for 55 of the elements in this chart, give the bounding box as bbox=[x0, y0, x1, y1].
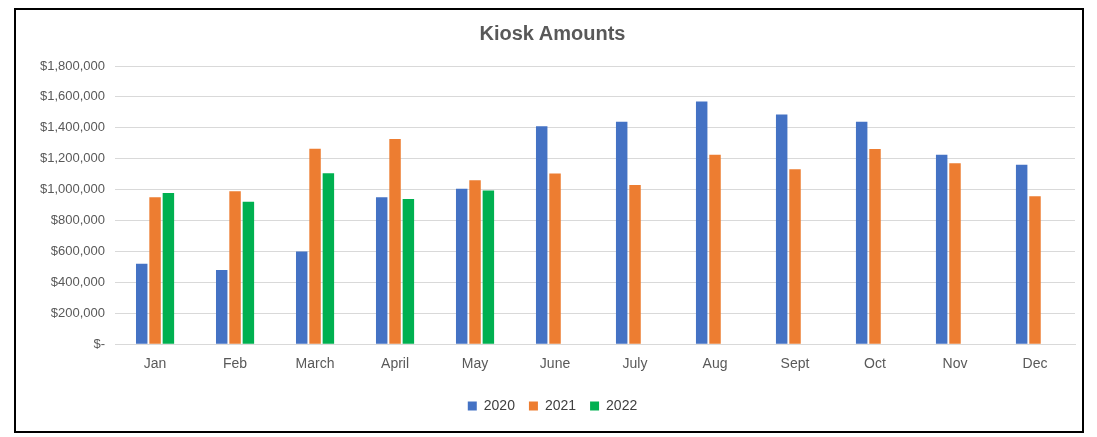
y-tick-label: $800,000 bbox=[50, 212, 106, 228]
bar bbox=[1015, 164, 1028, 344]
x-tick-label: May bbox=[461, 355, 489, 372]
bar bbox=[149, 197, 161, 344]
y-tick-label: $600,000 bbox=[50, 243, 106, 259]
bar bbox=[949, 163, 961, 344]
bar bbox=[869, 149, 881, 344]
bar bbox=[242, 201, 255, 344]
x-tick-label: Aug bbox=[702, 355, 728, 372]
bar bbox=[695, 101, 708, 344]
bar bbox=[935, 154, 948, 344]
x-tick-label: Oct bbox=[864, 355, 887, 372]
bar bbox=[469, 180, 481, 344]
chart-title: Kiosk Amounts bbox=[479, 21, 626, 44]
bar bbox=[615, 121, 628, 344]
bar bbox=[162, 193, 175, 344]
bar bbox=[1029, 196, 1041, 344]
x-tick-label: March bbox=[295, 355, 335, 372]
bar bbox=[309, 148, 321, 344]
y-tick-label: $- bbox=[93, 335, 106, 351]
y-tick-label: $400,000 bbox=[50, 273, 106, 289]
bar bbox=[455, 188, 468, 344]
y-tick-label: $200,000 bbox=[50, 304, 106, 320]
bar bbox=[295, 251, 308, 344]
bar bbox=[402, 198, 415, 344]
bar bbox=[482, 190, 495, 344]
legend-label: 2020 bbox=[483, 396, 516, 413]
x-tick-label: Feb bbox=[222, 355, 248, 372]
bar bbox=[789, 169, 801, 344]
bar bbox=[215, 270, 228, 344]
bar bbox=[375, 197, 388, 344]
bar bbox=[322, 173, 335, 344]
x-tick-label: April bbox=[381, 355, 410, 372]
bar bbox=[775, 114, 788, 344]
bar bbox=[136, 263, 148, 344]
x-tick-label: Dec bbox=[1022, 355, 1048, 372]
x-tick-label: Jan bbox=[143, 355, 167, 372]
x-tick-label: Nov bbox=[942, 355, 968, 372]
y-tick-label: $1,000,000 bbox=[39, 181, 106, 197]
y-tick-label: $1,800,000 bbox=[39, 57, 106, 73]
bar bbox=[629, 185, 641, 344]
bar bbox=[855, 121, 868, 344]
x-tick-label: July bbox=[622, 355, 648, 372]
bar bbox=[709, 154, 721, 344]
x-tick-label: June bbox=[539, 355, 571, 372]
legend-label: 2021 bbox=[544, 396, 577, 413]
y-tick-label: $1,200,000 bbox=[39, 150, 106, 166]
bar bbox=[229, 191, 241, 344]
y-tick-label: $1,400,000 bbox=[39, 119, 106, 135]
bar bbox=[549, 173, 561, 344]
y-tick-label: $1,600,000 bbox=[39, 88, 106, 104]
bar bbox=[535, 126, 548, 344]
bar bbox=[389, 138, 401, 344]
x-tick-label: Sept bbox=[780, 355, 810, 372]
legend-label: 2022 bbox=[606, 396, 638, 413]
